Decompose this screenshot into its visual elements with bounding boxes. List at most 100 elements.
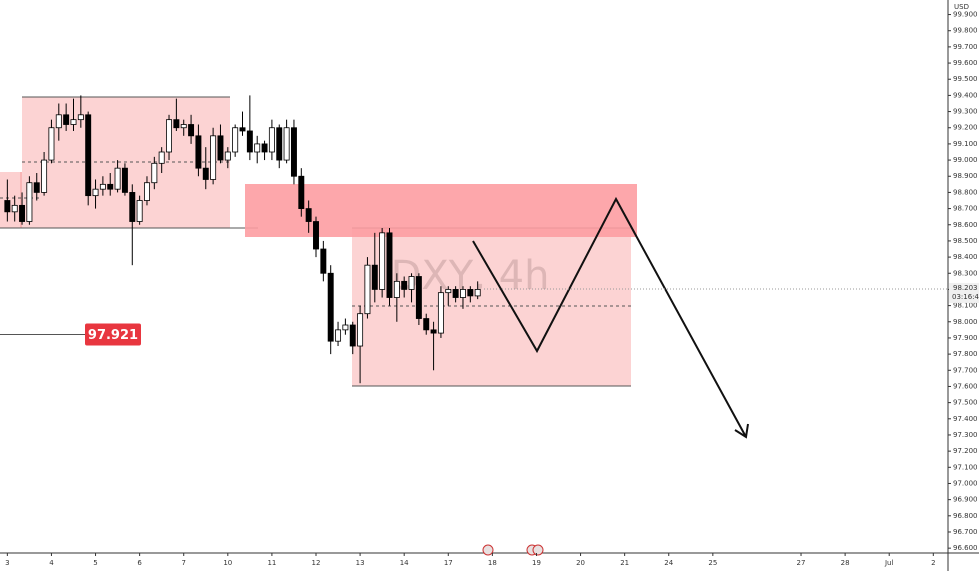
candle-body xyxy=(342,324,349,331)
candle-body xyxy=(195,135,202,169)
candle-body xyxy=(26,182,33,222)
candle-body xyxy=(305,208,312,222)
candle-body xyxy=(224,151,231,161)
x-tick-label: 11 xyxy=(267,559,276,567)
candle-body xyxy=(349,324,356,347)
y-tick-label: 98.900 xyxy=(953,172,978,180)
candle-body xyxy=(320,248,327,274)
y-tick-label: 99.900 xyxy=(953,11,978,19)
candle-body xyxy=(63,114,70,125)
candle-body xyxy=(99,183,106,190)
x-tick-label: 6 xyxy=(137,559,142,567)
x-tick-label: Jul xyxy=(884,559,894,567)
x-tick-label: 14 xyxy=(400,559,409,567)
candles xyxy=(4,95,481,384)
last-price-box xyxy=(949,282,979,303)
y-tick-label: 98.300 xyxy=(953,269,978,277)
y-tick-label: 97.700 xyxy=(953,366,978,374)
candle-body xyxy=(151,162,158,184)
x-tick-label: 4 xyxy=(49,559,54,567)
y-tick-label: 99.300 xyxy=(953,108,978,116)
candle-body xyxy=(268,127,275,153)
candle-body xyxy=(92,188,99,197)
candle-body xyxy=(254,143,261,153)
x-tick-label: 28 xyxy=(841,559,850,567)
y-tick-label: 98.600 xyxy=(953,221,978,229)
candle-body xyxy=(4,200,11,213)
y-tick-label: 96.700 xyxy=(953,528,978,536)
candle-body xyxy=(298,175,305,209)
countdown: 03:16:43 xyxy=(952,293,979,301)
candle-body xyxy=(430,329,437,334)
candle-body xyxy=(474,289,481,297)
candle-body xyxy=(107,183,114,190)
candle-body xyxy=(401,280,408,290)
candle-body xyxy=(129,192,136,222)
x-tick-label: 2 xyxy=(931,559,935,567)
candle-body xyxy=(11,204,18,213)
y-tick-label: 98.800 xyxy=(953,188,978,196)
x-tick-label: 27 xyxy=(797,559,806,567)
level-value: 97.921 xyxy=(88,328,138,343)
candle-body xyxy=(166,119,172,153)
y-tick-label: 98.400 xyxy=(953,253,978,261)
y-tick-label: 99.000 xyxy=(953,156,978,164)
y-tick-label: 98.500 xyxy=(953,237,978,245)
y-tick-label: 99.400 xyxy=(953,91,978,99)
x-tick-label: 24 xyxy=(664,559,673,567)
y-tick-label: 97.000 xyxy=(953,479,978,487)
y-tick-label: 99.100 xyxy=(953,140,978,148)
projection-path xyxy=(472,196,747,438)
candle-body xyxy=(357,313,364,347)
candle-body xyxy=(379,232,386,290)
candle-body xyxy=(445,289,452,294)
x-tick-label: 18 xyxy=(488,559,497,567)
candle-body xyxy=(460,289,466,298)
candle-body xyxy=(276,127,283,161)
y-tick-label: 97.500 xyxy=(953,399,978,407)
x-tick-label: 3 xyxy=(5,559,9,567)
zone xyxy=(352,228,631,386)
candle-body xyxy=(313,221,319,250)
candle-body xyxy=(239,127,246,132)
y-tick-label: 97.900 xyxy=(953,334,978,342)
x-tick-label: 10 xyxy=(223,559,232,567)
x-tick-label: 25 xyxy=(708,559,717,567)
candle-body xyxy=(467,289,474,297)
y-tick-label: 96.600 xyxy=(953,544,978,552)
candle-body xyxy=(283,127,290,161)
candle-body xyxy=(452,289,459,298)
zones xyxy=(0,96,637,387)
candle-body xyxy=(232,127,239,153)
candle-body xyxy=(55,114,62,129)
y-tick-label: 98.000 xyxy=(953,318,978,326)
y-tick-label: 99.200 xyxy=(953,124,978,132)
x-tick-label: 20 xyxy=(576,559,585,567)
candle-body xyxy=(173,119,180,129)
candle-body xyxy=(327,272,334,342)
candle-body xyxy=(19,204,26,222)
candle-body xyxy=(41,159,48,193)
candle-body xyxy=(114,167,121,190)
currency: USD xyxy=(954,3,969,11)
y-tick-label: 97.800 xyxy=(953,350,978,358)
candle-body xyxy=(217,135,224,161)
candle-body xyxy=(393,280,400,298)
arrow-head xyxy=(734,423,749,439)
y-tick-label: 96.900 xyxy=(953,496,978,504)
candle-body xyxy=(437,292,444,334)
y-tick-label: 99.800 xyxy=(953,27,978,35)
candle-body xyxy=(423,318,430,331)
candle-body xyxy=(33,182,40,193)
y-tick-label: 98.700 xyxy=(953,205,978,213)
candle-body xyxy=(121,167,128,193)
candle-body xyxy=(202,167,209,180)
candle-body xyxy=(415,276,422,319)
y-tick-label: 96.800 xyxy=(953,512,978,520)
candle-body xyxy=(188,124,195,137)
candle-body xyxy=(48,127,55,161)
level-box xyxy=(85,323,141,346)
y-tick-label: 97.100 xyxy=(953,463,978,471)
candle-body xyxy=(386,232,393,298)
